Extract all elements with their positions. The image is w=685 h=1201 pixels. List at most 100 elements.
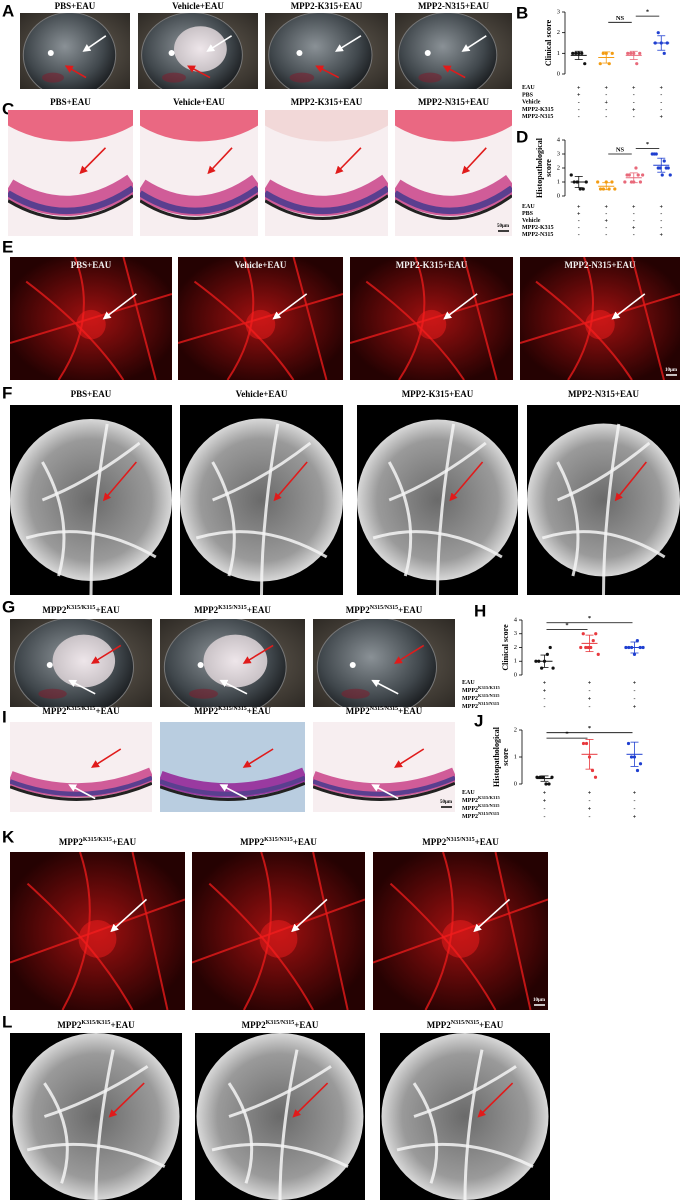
point (537, 659, 541, 663)
micrograph (8, 110, 133, 236)
arrow (68, 784, 96, 800)
scale-label: 10μm (665, 368, 678, 373)
vessel (398, 257, 426, 380)
vessel (208, 882, 314, 1010)
panel-letter: E (2, 237, 13, 256)
point (584, 645, 588, 650)
caption-sup: N315/N315 (370, 706, 398, 712)
point (584, 741, 589, 746)
vessel (41, 461, 66, 577)
vessel (25, 530, 157, 559)
caption-base: MPP2 (346, 706, 370, 716)
arrow (394, 748, 425, 768)
caption-base: MPP2 (194, 605, 218, 615)
point (581, 632, 585, 636)
point (638, 762, 643, 766)
table-sign: - (544, 814, 546, 820)
arrow (461, 147, 487, 175)
y-tick-label: 1 (557, 50, 560, 57)
highlight (168, 50, 175, 56)
y-tick-label: 3 (514, 630, 517, 637)
caption: MPP2K315/N315+EAU (194, 605, 271, 615)
point (635, 768, 640, 773)
arrow (110, 898, 148, 933)
y-tick-label: 2 (557, 164, 560, 171)
table-row-label-base: MPP2 (462, 704, 478, 710)
point (638, 180, 643, 184)
caption: PBS+EAU (71, 260, 112, 270)
vessel (387, 461, 413, 577)
caption-base: MPP2 (242, 1020, 266, 1030)
lens (8, 110, 133, 142)
iris-red (162, 72, 186, 83)
significance-label: * (588, 615, 591, 622)
leak (416, 309, 447, 340)
point (594, 632, 598, 636)
significance-label: * (565, 622, 568, 629)
caption: MPP2K315/K315+EAU (42, 706, 120, 716)
table-sign: - (578, 115, 580, 121)
arrow (371, 679, 399, 695)
rpe (395, 194, 512, 220)
point (629, 755, 634, 759)
point (610, 51, 614, 55)
table-sign: + (660, 232, 664, 238)
table-sign: - (634, 696, 636, 702)
panel-letter: F (2, 383, 12, 402)
point (659, 41, 663, 45)
table-sign: + (633, 704, 637, 710)
leak (245, 309, 276, 340)
arrow (371, 784, 399, 800)
point (598, 187, 603, 191)
vessel (226, 257, 255, 380)
arrow (90, 644, 122, 664)
caption-suffix: +EAU (247, 706, 272, 716)
table-sign: + (632, 107, 636, 113)
micrograph (313, 619, 455, 707)
point (581, 741, 586, 746)
eyeball (316, 619, 438, 707)
fundus (381, 1033, 549, 1200)
scale-label: 50μm (440, 800, 453, 805)
arrow (449, 461, 484, 502)
rpe (8, 194, 133, 220)
vessel (243, 852, 272, 1010)
iris-red (341, 688, 370, 699)
caption: MPP2-N315+EAU (418, 97, 490, 107)
table-sign: - (660, 211, 662, 217)
point (604, 180, 608, 184)
panel-letter: K (2, 827, 15, 846)
table-sign: - (605, 232, 607, 238)
table-row-label: MPP2-N315 (522, 115, 553, 121)
point (662, 159, 666, 163)
caption-suffix: +EAU (95, 706, 120, 716)
point (630, 645, 634, 650)
arrow (273, 461, 308, 502)
table-sign: - (660, 100, 662, 106)
caption: MPP2-K315+EAU (291, 97, 363, 107)
arrow (611, 293, 646, 320)
table-row-label: EAU (522, 204, 535, 210)
vessel (602, 423, 621, 595)
eyeball (268, 13, 373, 89)
vessel (193, 280, 295, 380)
y-tick-label: 1 (557, 178, 560, 185)
vessel (26, 882, 134, 1010)
table-sign: + (577, 211, 581, 217)
arrow (291, 898, 328, 933)
point (587, 755, 592, 759)
caption-sup: K315/K315 (66, 605, 95, 611)
table-row-label-base: MPP2 (462, 814, 478, 820)
table-row-label-base: MPP2-N315 (522, 115, 553, 121)
table-sign: - (544, 806, 546, 812)
caption: MPP2K315/N315+EAU (242, 1020, 319, 1030)
y-axis-label: Clinical score (544, 19, 553, 66)
table-sign: + (577, 204, 581, 210)
table-sign: - (544, 696, 546, 702)
table-row-label-base: MPP2-K315 (522, 107, 554, 113)
caption-base: MPP2 (240, 837, 264, 847)
table-sign: + (605, 204, 609, 210)
point (596, 180, 600, 184)
table-row-label-base: MPP2 (462, 798, 478, 804)
table-sign: - (589, 814, 591, 820)
